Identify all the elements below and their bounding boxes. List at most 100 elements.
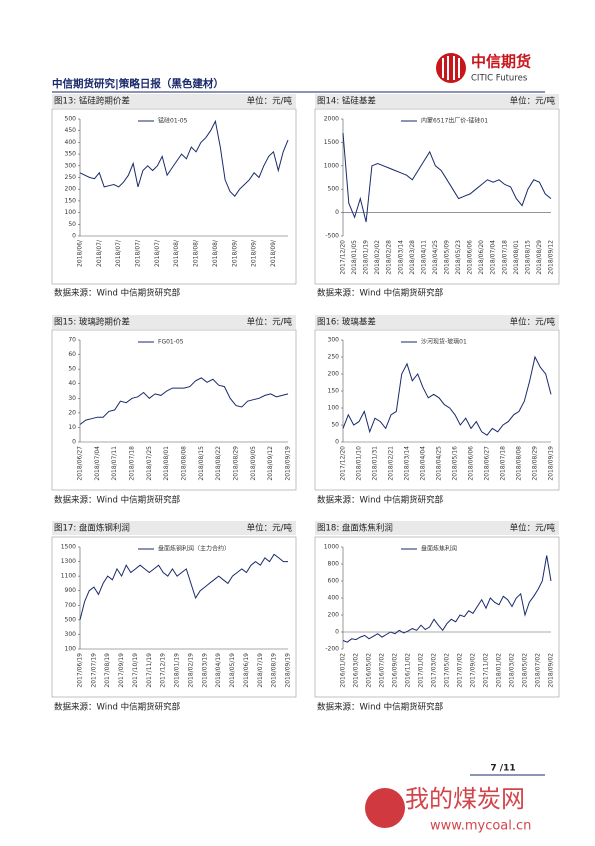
y-tick-label: 50: [331, 422, 339, 429]
x-tick-label: 2017/11/02: [483, 653, 490, 688]
x-tick-label: 2018/03/19: [201, 653, 208, 688]
x-tick-label: 2016/01/02: [340, 653, 347, 688]
x-tick-label: 2018/03/28: [409, 240, 416, 275]
x-tick-label: 2018/01/05: [351, 240, 358, 275]
series-line: [342, 355, 552, 436]
x-tick-label: 2017/09/19: [118, 653, 125, 688]
y-tick-label: 800: [328, 561, 340, 568]
x-tick-label: 2018/01/19: [174, 653, 181, 688]
y-tick-label: 200: [328, 612, 340, 619]
y-tick-label: 100: [65, 646, 77, 653]
x-tick-label: 2018/08/: [173, 239, 180, 267]
x-tick-label: 2018/07/04: [490, 240, 497, 275]
y-tick-label: 30: [68, 395, 76, 402]
figure-title: 图18: 盘面炼焦利润: [317, 523, 393, 534]
legend-label: FG01-05: [158, 339, 184, 346]
figure-unit: 单位：元/吨: [247, 317, 293, 328]
legend-label: 盘面炼钢利润（主力合约）: [158, 545, 230, 553]
y-tick-label: 0: [335, 209, 339, 216]
x-tick-label: 2018/08/: [193, 239, 200, 267]
x-tick-label: 2018/06/06: [467, 240, 474, 275]
x-tick-label: 2018/02/02: [374, 240, 381, 275]
x-tick-label: 2018/07/18: [129, 446, 136, 481]
x-tick-label: 2017/07/19: [90, 653, 97, 688]
x-tick-label: 2018/03/02: [509, 653, 516, 688]
figure-source: 数据来源：Wind 中信期货研究部: [317, 495, 444, 506]
figure-source: 数据来源：Wind 中信期货研究部: [54, 288, 181, 299]
y-tick-label: 400: [328, 595, 340, 602]
x-tick-label: 2018/08/08: [516, 446, 523, 481]
y-tick-label: 450: [65, 127, 77, 134]
x-tick-label: 2018/05/09: [444, 240, 451, 275]
x-tick-label: 2018/03/14: [404, 446, 411, 481]
y-tick-label: 500: [65, 616, 77, 623]
x-tick-label: 2018/06/19: [243, 653, 250, 688]
logo-mark: [436, 53, 466, 83]
x-tick-label: 2016/11/02: [405, 653, 412, 688]
y-tick-label: 1000: [324, 544, 339, 551]
x-tick-label: 2016/05/02: [366, 653, 373, 688]
y-tick-label: 300: [328, 337, 340, 344]
watermark-logo: [365, 788, 405, 828]
chart-frame: [51, 536, 297, 698]
y-tick-label: 300: [65, 162, 77, 169]
figure-unit: 单位：元/吨: [510, 96, 556, 107]
x-tick-label: 2018/09/19: [548, 446, 555, 481]
y-tick-label: 20: [68, 409, 76, 416]
figure-unit: 单位：元/吨: [510, 523, 556, 534]
y-tick-label: 200: [65, 186, 77, 193]
x-tick-label: 2018/09/: [251, 239, 258, 267]
logo: 中信期货 CITIC Futures: [436, 53, 531, 84]
y-tick-label: 500: [65, 116, 77, 123]
chart-frame: [314, 329, 560, 491]
y-tick-label: 2000: [324, 116, 339, 123]
x-tick-label: 2018/07/: [135, 239, 142, 267]
watermark-url: www.mycoal.cn: [430, 819, 531, 834]
x-tick-label: 2018/08/15: [524, 240, 531, 275]
x-tick-label: 2018/05/16: [452, 446, 459, 481]
x-tick-label: 2018/01/31: [372, 446, 379, 481]
x-tick-label: 2018/07/: [154, 239, 161, 267]
figure-title: 图15: 玻璃跨期价差: [54, 317, 130, 328]
x-tick-label: 2018/07/18: [501, 240, 508, 275]
logo-cn: 中信期货: [471, 53, 531, 71]
caption-bg: [315, 315, 559, 329]
y-tick-label: 150: [65, 197, 77, 204]
x-tick-label: 2017/06/19: [77, 653, 84, 688]
x-tick-label: 2018/07/19: [257, 653, 264, 688]
x-tick-label: 2018/07/25: [146, 446, 153, 481]
x-tick-label: 2017/12/20: [340, 446, 347, 481]
figure-unit: 单位：元/吨: [247, 523, 293, 534]
x-tick-label: 2018/03/14: [397, 240, 404, 275]
figure-source: 数据来源：Wind 中信期货研究部: [54, 702, 181, 713]
y-tick-label: 70: [68, 337, 76, 344]
x-tick-label: 2018/09/12: [267, 446, 274, 481]
x-tick-label: 2018/08/22: [215, 446, 222, 481]
y-tick-label: 500: [328, 186, 340, 193]
y-tick-label: 600: [328, 578, 340, 585]
figure-title: 图13: 锰硅跨期价差: [54, 96, 130, 107]
figure-title: 图14: 锰硅基差: [317, 96, 376, 107]
y-tick-label: 0: [335, 439, 339, 446]
caption-bg: [315, 94, 559, 108]
x-tick-label: 2018/08/08: [181, 446, 188, 481]
x-tick-label: 2017/09/02: [470, 653, 477, 688]
y-tick-label: 150: [328, 388, 340, 395]
x-tick-label: 2018/06/: [77, 239, 84, 267]
figure-unit: 单位：元/吨: [247, 96, 293, 107]
x-tick-label: 2017/12/19: [160, 653, 167, 688]
series-line: [79, 377, 289, 425]
x-tick-label: 2018/09/19: [285, 446, 292, 481]
logo-en: CITIC Futures: [471, 74, 528, 84]
legend-label: 锰硅01-05: [158, 117, 188, 125]
series-line: [342, 132, 552, 223]
series-line: [79, 553, 288, 621]
x-tick-label: 2018/09/02: [548, 653, 555, 688]
x-tick-label: 2017/03/02: [431, 653, 438, 688]
series-line: [79, 119, 289, 197]
x-tick-label: 2018/05/02: [522, 653, 529, 688]
